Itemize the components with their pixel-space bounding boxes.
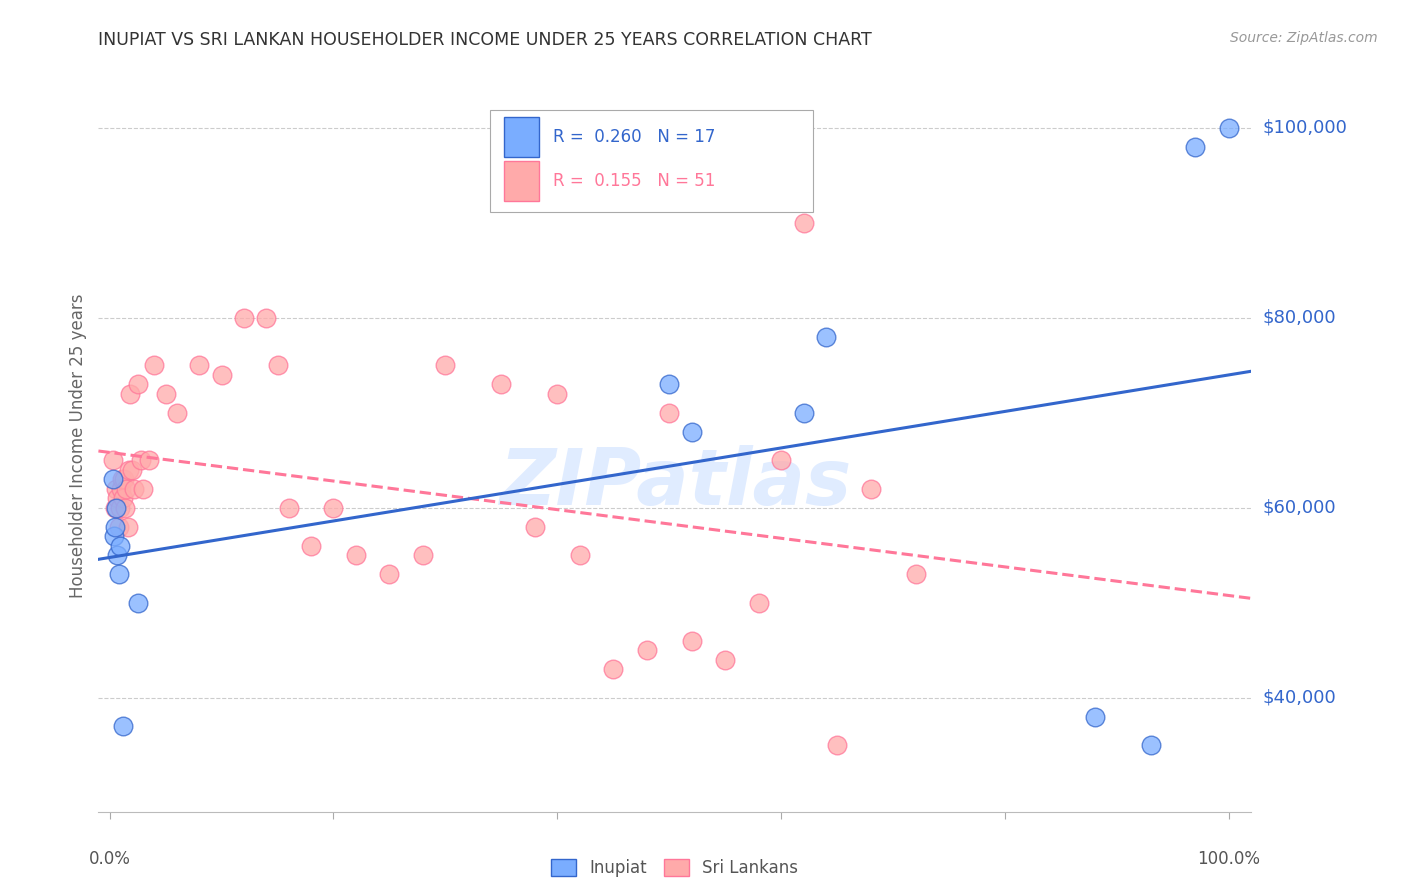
Point <box>138 453 160 467</box>
Point <box>143 358 166 372</box>
Point <box>1139 738 1161 752</box>
Point <box>112 719 135 733</box>
Point <box>101 472 124 486</box>
Point <box>825 738 848 752</box>
Point <box>114 500 136 515</box>
Point <box>546 386 568 401</box>
Point <box>104 500 127 515</box>
Point <box>658 377 681 392</box>
Point <box>155 386 177 401</box>
Text: R =  0.155   N = 51: R = 0.155 N = 51 <box>553 172 716 190</box>
Point <box>188 358 211 372</box>
Point <box>101 453 124 467</box>
Text: $100,000: $100,000 <box>1263 119 1347 136</box>
Point <box>129 453 152 467</box>
Text: ZIPatlas: ZIPatlas <box>499 444 851 521</box>
Point <box>117 520 139 534</box>
FancyBboxPatch shape <box>491 110 813 212</box>
Point <box>107 520 129 534</box>
Point <box>1084 710 1107 724</box>
Point <box>299 539 322 553</box>
Point <box>793 406 815 420</box>
Point <box>636 643 658 657</box>
Text: $80,000: $80,000 <box>1263 309 1336 326</box>
Text: $60,000: $60,000 <box>1263 499 1336 516</box>
Text: INUPIAT VS SRI LANKAN HOUSEHOLDER INCOME UNDER 25 YEARS CORRELATION CHART: INUPIAT VS SRI LANKAN HOUSEHOLDER INCOME… <box>98 31 872 49</box>
Point <box>127 596 149 610</box>
Point <box>232 310 254 325</box>
Point <box>1218 120 1240 135</box>
Point <box>211 368 233 382</box>
Point <box>103 529 125 543</box>
Point <box>111 472 134 486</box>
Point <box>166 406 188 420</box>
Point <box>793 216 815 230</box>
Text: R =  0.260   N = 17: R = 0.260 N = 17 <box>553 128 716 146</box>
Point <box>681 425 703 439</box>
Point <box>859 482 882 496</box>
Point <box>770 453 793 467</box>
Point <box>714 653 737 667</box>
Point <box>122 482 145 496</box>
Point <box>568 548 591 562</box>
FancyBboxPatch shape <box>505 117 538 157</box>
Point <box>107 491 129 506</box>
Point <box>110 482 132 496</box>
Point <box>681 633 703 648</box>
Point <box>117 463 139 477</box>
Point <box>105 482 128 496</box>
Point <box>107 567 129 582</box>
Point <box>658 406 681 420</box>
Point <box>115 482 138 496</box>
Point <box>277 500 299 515</box>
Point <box>105 500 128 515</box>
Point <box>814 330 837 344</box>
Text: $40,000: $40,000 <box>1263 689 1336 706</box>
Point <box>434 358 457 372</box>
Text: 100.0%: 100.0% <box>1198 850 1260 868</box>
Point <box>107 548 129 562</box>
Point <box>118 386 141 401</box>
Point <box>1184 140 1206 154</box>
Y-axis label: Householder Income Under 25 years: Householder Income Under 25 years <box>69 293 87 599</box>
Point <box>748 596 770 610</box>
Text: Source: ZipAtlas.com: Source: ZipAtlas.com <box>1230 31 1378 45</box>
Point <box>491 377 513 392</box>
Legend: Inupiat, Sri Lankans: Inupiat, Sri Lankans <box>544 853 806 884</box>
Point <box>322 500 344 515</box>
Point <box>523 520 546 534</box>
Point <box>132 482 155 496</box>
Point <box>104 520 127 534</box>
Point <box>266 358 288 372</box>
Point <box>378 567 401 582</box>
Point <box>112 491 135 506</box>
Text: 0.0%: 0.0% <box>89 850 131 868</box>
Point <box>254 310 277 325</box>
Point <box>344 548 367 562</box>
Point <box>602 662 624 676</box>
Point <box>412 548 434 562</box>
Point <box>108 539 131 553</box>
FancyBboxPatch shape <box>505 161 538 201</box>
Point <box>127 377 149 392</box>
Point <box>121 463 143 477</box>
Point <box>112 472 135 486</box>
Point <box>904 567 927 582</box>
Point <box>108 500 131 515</box>
